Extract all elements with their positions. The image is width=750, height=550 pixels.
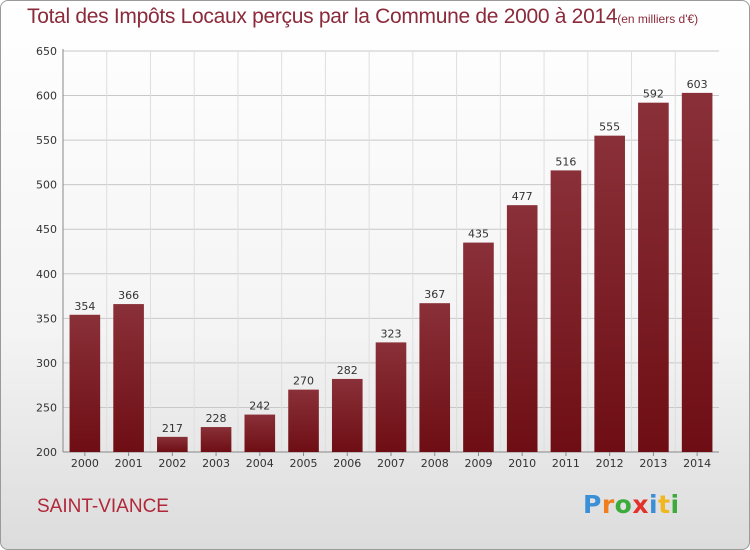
y-tick-label: 400 [36, 268, 57, 281]
x-tick-label-2012: 2012 [596, 457, 624, 470]
commune-name: SAINT-VIANCE [37, 496, 169, 517]
data-label-2011: 516 [555, 155, 576, 168]
y-tick-label: 250 [36, 401, 57, 414]
x-tick-label-2014: 2014 [683, 457, 711, 470]
proxiti-logo: Proxiti [583, 490, 680, 519]
x-tick-label-2010: 2010 [508, 457, 536, 470]
data-label-2000: 354 [74, 300, 95, 313]
x-tick-label-2001: 2001 [115, 457, 143, 470]
x-tick-label-2007: 2007 [377, 457, 405, 470]
logo-letter: o [614, 490, 633, 519]
bar-2009 [463, 242, 494, 452]
bar-layer [69, 92, 713, 453]
logo-letter: i [649, 490, 659, 519]
x-tick-label-2002: 2002 [158, 457, 186, 470]
x-tick-label-2004: 2004 [246, 457, 274, 470]
y-tick-label: 650 [36, 45, 57, 58]
x-tick-label-2000: 2000 [71, 457, 99, 470]
bar-2012 [594, 135, 625, 452]
data-label-2006: 282 [337, 364, 358, 377]
data-label-2002: 217 [162, 422, 183, 435]
x-tick-label-2006: 2006 [333, 457, 361, 470]
bar-chart: 200 250 300 350 400 450 500 550 600 650 2000 2001 20… [36, 45, 719, 470]
data-label-2005: 270 [293, 375, 314, 388]
x-tick-label-2008: 2008 [421, 457, 449, 470]
bar-2011 [550, 170, 582, 453]
bar-2008 [419, 303, 451, 452]
chart-title-text: Total des Impôts Locaux perçus par la Co… [27, 5, 618, 28]
y-tick-label: 350 [36, 312, 57, 325]
logo-letter: r [601, 490, 615, 519]
bar-2007 [375, 342, 407, 452]
data-label-2004: 242 [249, 400, 270, 413]
bar-2003 [200, 427, 232, 452]
x-tick-label-2005: 2005 [290, 457, 318, 470]
y-tick-label: 450 [36, 223, 57, 236]
x-tick-label-2011: 2011 [552, 457, 580, 470]
bar-2010 [506, 205, 538, 452]
data-label-2009: 435 [468, 228, 489, 241]
bar-2006 [331, 378, 363, 452]
bar-2000 [69, 314, 101, 452]
data-label-2007: 323 [381, 327, 402, 340]
logo-letter: t [658, 490, 671, 519]
chart-title-unit: (en milliers d'€) [617, 12, 699, 26]
bar-2005 [288, 389, 319, 452]
bar-2014 [681, 92, 713, 452]
label-layer: 354 366 217 228 242 270 282 323 367 435 477 516 555 5… [74, 78, 707, 435]
y-tick-label: 550 [36, 134, 57, 147]
chart-title: Total des Impôts Locaux perçus par la Co… [27, 5, 698, 29]
data-label-2008: 367 [424, 288, 445, 301]
bar-2001 [113, 304, 144, 452]
x-tick-label-2003: 2003 [202, 457, 230, 470]
data-label-2013: 592 [643, 88, 664, 101]
bar-2004 [244, 414, 276, 452]
data-label-2012: 555 [599, 121, 620, 134]
data-label-2003: 228 [206, 412, 227, 425]
bar-2002 [157, 436, 188, 452]
y-tick-label: 600 [36, 90, 57, 103]
data-label-2014: 603 [687, 78, 708, 91]
bar-2013 [638, 102, 669, 452]
y-tick-label: 300 [36, 357, 57, 370]
data-label-2010: 477 [512, 190, 533, 203]
data-label-2001: 366 [118, 289, 139, 302]
x-tick-label-2009: 2009 [464, 457, 492, 470]
logo-letter: P [583, 490, 602, 519]
y-tick-label: 200 [36, 446, 57, 459]
logo-letter: i [670, 490, 680, 519]
logo-letter: x [632, 490, 649, 519]
y-tick-label: 500 [36, 179, 57, 192]
x-tick-label-2013: 2013 [639, 457, 667, 470]
